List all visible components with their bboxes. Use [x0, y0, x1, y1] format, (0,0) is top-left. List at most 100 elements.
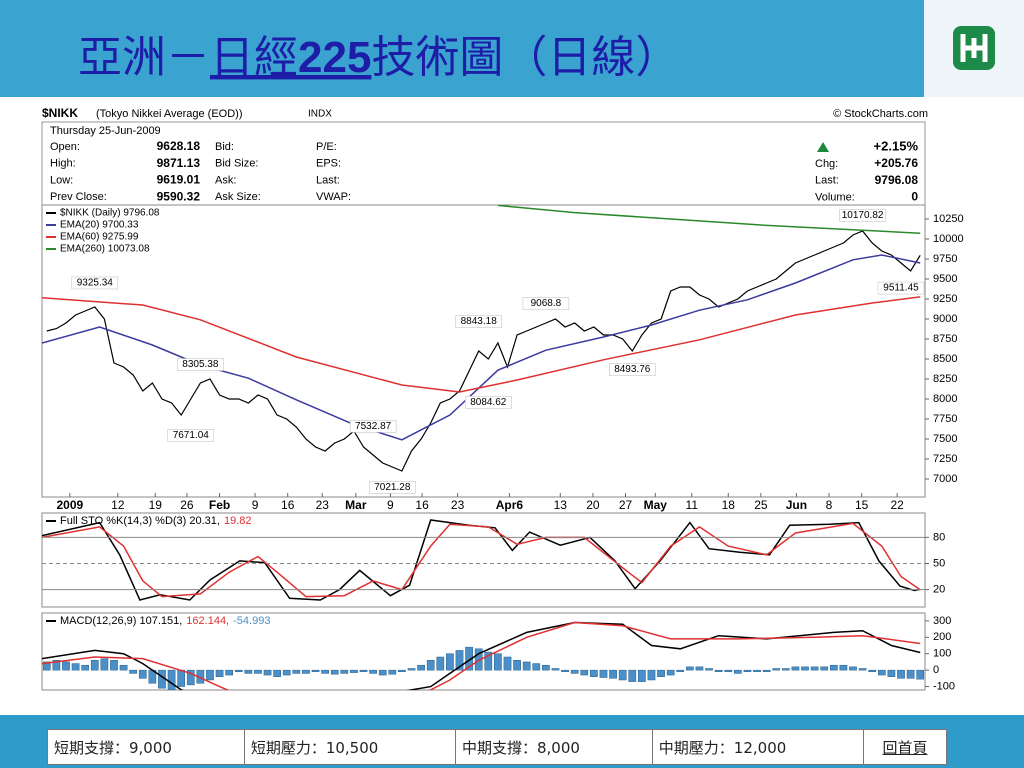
- series-line: [42, 522, 921, 598]
- series-line: [42, 519, 921, 601]
- annotation-box: [455, 315, 502, 328]
- info-label: VWAP:: [316, 191, 351, 203]
- y-tick-label: 9250: [933, 293, 957, 305]
- x-tick-label: 9: [252, 498, 259, 512]
- histogram-bar: [81, 664, 90, 671]
- histogram-bar: [791, 666, 800, 671]
- annotation-box: [877, 281, 925, 295]
- info-label: Volume:: [815, 191, 855, 203]
- info-label: Bid:: [215, 141, 234, 153]
- histogram-bar: [561, 669, 569, 673]
- y-tick-label: 10250: [933, 213, 964, 225]
- y-tick-label: 7000: [933, 473, 957, 485]
- annotation: 7021.28: [374, 482, 411, 493]
- logo: [953, 26, 995, 70]
- title-part: 162.144,: [186, 615, 229, 627]
- info-value: 9590.32: [157, 189, 201, 203]
- histogram-bar: [858, 668, 867, 671]
- title-band: [0, 0, 1024, 97]
- histogram-bar: [801, 666, 809, 671]
- change-pct: +2.15%: [874, 138, 919, 153]
- histogram-bar: [100, 658, 109, 671]
- x-tick-label: 12: [111, 498, 125, 512]
- histogram-bar: [417, 664, 425, 671]
- histogram-bar: [686, 666, 694, 671]
- level-cell: 中期壓力：12,000: [651, 729, 865, 765]
- histogram-bar: [887, 669, 896, 677]
- y-tick-label: 7750: [933, 413, 957, 425]
- info-label: Ask:: [215, 174, 236, 186]
- histogram-bar: [71, 663, 80, 671]
- histogram-bar: [263, 669, 272, 676]
- histogram-bar: [292, 669, 301, 674]
- x-tick-label: May: [644, 498, 668, 512]
- x-tick-label: 15: [855, 498, 869, 512]
- y-tick-label: 200: [933, 631, 951, 643]
- y-tick-label: -100: [933, 680, 955, 692]
- y-tick-label: 7250: [933, 453, 957, 465]
- x-tick-label: 26: [180, 498, 194, 512]
- histogram-bar: [321, 669, 329, 674]
- histogram-bar: [877, 669, 886, 676]
- y-tick-label: 100: [933, 648, 951, 660]
- histogram-bar: [369, 669, 377, 674]
- annotation-box: [369, 481, 416, 494]
- y-tick-label: 9000: [933, 313, 957, 325]
- plot: [42, 519, 921, 601]
- histogram-bar: [743, 669, 752, 673]
- info-value: 9628.18: [157, 139, 201, 153]
- annotation: 7532.87: [355, 421, 392, 432]
- histogram-bar: [350, 669, 358, 673]
- annotation: 10170.82: [842, 210, 884, 221]
- annotation-box: [522, 297, 570, 310]
- x-tick-label: 2009: [56, 498, 83, 512]
- source: © StockCharts.com: [833, 108, 928, 120]
- histogram-bar: [542, 664, 550, 671]
- series-line: [42, 296, 921, 393]
- x-tick-label: 23: [451, 498, 465, 512]
- title-part: 19.82: [224, 515, 252, 527]
- title-part: Full STO %K(14,3) %D(3) 20.31,: [60, 515, 220, 527]
- level-table: 短期支撐：9,000 短期壓力：10,500 中期支撐：8,000 中期壓力：1…: [47, 729, 947, 765]
- info-label: Chg:: [815, 158, 838, 170]
- annotation: 9325.34: [77, 278, 114, 289]
- annotation-box: [465, 395, 512, 409]
- histogram-bar: [724, 669, 733, 673]
- info-label: EPS:: [316, 158, 341, 170]
- histogram-bar: [906, 669, 915, 679]
- histogram-bar: [839, 664, 848, 671]
- y-tick-label: 20: [933, 583, 945, 595]
- slide-title: 亞洲－日經225技術圖（日線）: [78, 32, 679, 83]
- histogram-bar: [52, 660, 61, 671]
- series-line: [46, 230, 921, 472]
- histogram-bar: [695, 666, 704, 671]
- histogram-bar: [90, 660, 99, 671]
- annotation-box: [609, 363, 656, 376]
- x-tick-label: Mar: [345, 498, 367, 512]
- legend-label: EMA(260) 10073.08: [60, 244, 150, 255]
- y-tick-label: 80: [933, 531, 945, 543]
- x-tick-label: 25: [754, 498, 768, 512]
- x-tick-label: 19: [149, 498, 163, 512]
- exchange: INDX: [308, 109, 332, 120]
- histogram-bar: [733, 669, 742, 674]
- histogram-bar: [62, 661, 70, 671]
- histogram-bar: [110, 660, 118, 671]
- y-tick-label: 8250: [933, 373, 957, 385]
- level-cell: 短期支撐：9,000: [47, 729, 245, 765]
- histogram-bar: [916, 669, 925, 680]
- histogram-bar: [638, 669, 646, 682]
- histogram-bar: [781, 668, 790, 671]
- y-tick-label: 10000: [933, 233, 964, 245]
- histogram-bar: [868, 669, 877, 673]
- histogram-bar: [628, 669, 637, 682]
- histogram-bar: [426, 660, 435, 671]
- y-tick-label: 50: [933, 557, 945, 569]
- home-link[interactable]: 回首頁: [882, 738, 928, 757]
- histogram-bar: [513, 660, 521, 671]
- y-tick-label: 7500: [933, 433, 957, 445]
- info-label: Open:: [50, 141, 80, 153]
- histogram-bar: [829, 664, 838, 671]
- info-label: Last:: [316, 174, 340, 186]
